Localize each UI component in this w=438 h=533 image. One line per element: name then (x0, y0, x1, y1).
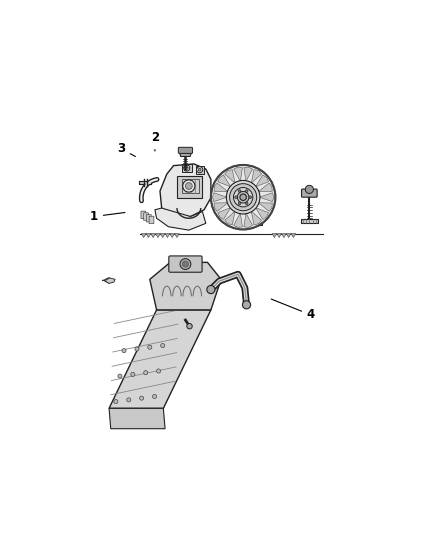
Polygon shape (258, 203, 272, 212)
Circle shape (238, 202, 241, 205)
FancyBboxPatch shape (182, 164, 191, 172)
Text: 1: 1 (90, 210, 125, 223)
Circle shape (305, 185, 314, 193)
Polygon shape (259, 193, 274, 201)
Circle shape (144, 370, 148, 375)
Polygon shape (212, 193, 227, 201)
Polygon shape (218, 175, 231, 187)
Circle shape (135, 347, 139, 351)
FancyBboxPatch shape (301, 219, 318, 223)
Polygon shape (244, 213, 253, 228)
Text: 2: 2 (151, 131, 159, 151)
Polygon shape (251, 211, 261, 225)
Circle shape (131, 373, 135, 376)
FancyBboxPatch shape (178, 147, 193, 154)
Circle shape (233, 188, 253, 207)
FancyBboxPatch shape (144, 213, 148, 220)
Polygon shape (218, 207, 231, 220)
Polygon shape (291, 233, 296, 238)
Circle shape (237, 191, 249, 203)
Polygon shape (214, 203, 228, 212)
Circle shape (240, 194, 246, 200)
Circle shape (226, 181, 260, 214)
Polygon shape (234, 167, 242, 181)
Circle shape (180, 259, 191, 270)
Circle shape (114, 400, 118, 403)
Polygon shape (109, 310, 211, 408)
Circle shape (182, 261, 188, 267)
Circle shape (211, 165, 276, 229)
Circle shape (148, 345, 152, 349)
FancyBboxPatch shape (141, 211, 146, 219)
Polygon shape (282, 233, 286, 238)
Text: 3: 3 (117, 142, 135, 157)
Circle shape (197, 167, 203, 173)
Polygon shape (234, 213, 242, 228)
Polygon shape (258, 183, 272, 192)
Polygon shape (286, 233, 291, 238)
Circle shape (183, 180, 195, 192)
FancyBboxPatch shape (146, 214, 151, 222)
Circle shape (207, 286, 215, 294)
FancyBboxPatch shape (301, 189, 317, 197)
Circle shape (184, 165, 190, 171)
Polygon shape (146, 233, 151, 238)
Circle shape (235, 196, 237, 198)
Polygon shape (155, 208, 206, 230)
Polygon shape (272, 233, 277, 238)
Polygon shape (150, 262, 221, 310)
Polygon shape (214, 183, 228, 192)
Polygon shape (109, 408, 165, 429)
Polygon shape (225, 211, 235, 225)
FancyBboxPatch shape (149, 216, 154, 224)
Circle shape (243, 301, 251, 309)
Polygon shape (175, 233, 179, 238)
Circle shape (245, 190, 248, 192)
Circle shape (185, 183, 192, 189)
Polygon shape (170, 233, 175, 238)
FancyBboxPatch shape (169, 256, 202, 272)
FancyBboxPatch shape (196, 166, 204, 174)
Circle shape (187, 324, 192, 329)
Polygon shape (179, 152, 191, 157)
Circle shape (156, 369, 161, 373)
Circle shape (152, 394, 156, 399)
Circle shape (230, 184, 257, 211)
Circle shape (127, 398, 131, 402)
Polygon shape (225, 169, 235, 183)
FancyBboxPatch shape (182, 179, 199, 193)
Polygon shape (251, 169, 261, 183)
FancyBboxPatch shape (240, 170, 262, 224)
Polygon shape (160, 233, 165, 238)
Circle shape (161, 343, 165, 348)
Polygon shape (255, 175, 268, 187)
Circle shape (118, 374, 122, 378)
Polygon shape (165, 233, 170, 238)
Polygon shape (160, 164, 211, 216)
Circle shape (185, 167, 188, 169)
FancyBboxPatch shape (177, 176, 202, 198)
Polygon shape (244, 167, 253, 181)
Polygon shape (141, 233, 146, 238)
Polygon shape (277, 233, 282, 238)
Circle shape (198, 168, 201, 171)
Polygon shape (255, 207, 268, 220)
Circle shape (140, 396, 144, 400)
Polygon shape (155, 233, 160, 238)
Polygon shape (106, 278, 115, 284)
Text: 4: 4 (271, 299, 315, 321)
Circle shape (245, 202, 248, 205)
Polygon shape (151, 233, 155, 238)
Circle shape (249, 196, 251, 198)
Circle shape (122, 349, 126, 353)
Circle shape (238, 190, 241, 192)
